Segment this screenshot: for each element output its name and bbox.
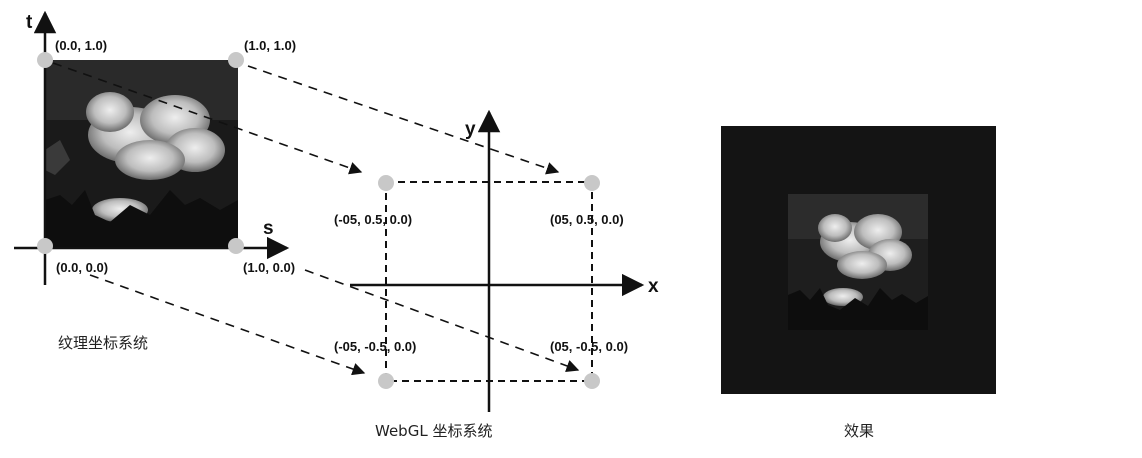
texture-vertex-bottom-right bbox=[228, 238, 244, 254]
map-arrow-top-left bbox=[52, 62, 363, 175]
mapping-arrows bbox=[52, 62, 580, 376]
texture-panel: t s (0.0, 1.0) (1.0, 1.0) (0.0, 0.0) (1.… bbox=[14, 10, 296, 352]
s-axis-label: s bbox=[263, 218, 274, 239]
map-arrow-bottom-left bbox=[89, 274, 366, 376]
texture-vertex-top-right bbox=[228, 52, 244, 68]
webgl-label-bottom-left: (-05, -0.5, 0.0) bbox=[334, 339, 416, 354]
webgl-vertex-bottom-left bbox=[378, 373, 394, 389]
webgl-panel: y x (-05, 0.5, 0.0) (05, 0.5, 0.0) (-05,… bbox=[334, 109, 659, 440]
texture-image bbox=[45, 60, 238, 248]
webgl-vertex-top-right bbox=[584, 175, 600, 191]
map-arrow-top-right bbox=[247, 65, 560, 175]
x-axis-label: x bbox=[648, 276, 659, 297]
result-image bbox=[721, 126, 996, 394]
result-panel: 效果 bbox=[721, 126, 996, 440]
webgl-label-top-right: (05, 0.5, 0.0) bbox=[550, 212, 624, 227]
map-arrow-bottom-right bbox=[304, 269, 580, 373]
texture-label-top-left: (0.0, 1.0) bbox=[55, 38, 107, 53]
webgl-vertex-top-left bbox=[378, 175, 394, 191]
result-caption: 效果 bbox=[844, 422, 874, 440]
texture-vertex-bottom-left bbox=[37, 238, 53, 254]
y-axis-label: y bbox=[465, 119, 476, 140]
webgl-label-bottom-right: (05, -0.5, 0.0) bbox=[550, 339, 628, 354]
webgl-caption: WebGL 坐标系统 bbox=[375, 422, 492, 440]
webgl-label-top-left: (-05, 0.5, 0.0) bbox=[334, 212, 412, 227]
texture-caption: 纹理坐标系统 bbox=[58, 334, 148, 352]
texture-label-bottom-left: (0.0, 0.0) bbox=[56, 260, 108, 275]
webgl-vertex-bottom-right bbox=[584, 373, 600, 389]
texture-label-bottom-right: (1.0, 0.0) bbox=[243, 260, 295, 275]
texture-vertex-top-left bbox=[37, 52, 53, 68]
t-axis-label: t bbox=[26, 12, 33, 33]
texture-label-top-right: (1.0, 1.0) bbox=[244, 38, 296, 53]
